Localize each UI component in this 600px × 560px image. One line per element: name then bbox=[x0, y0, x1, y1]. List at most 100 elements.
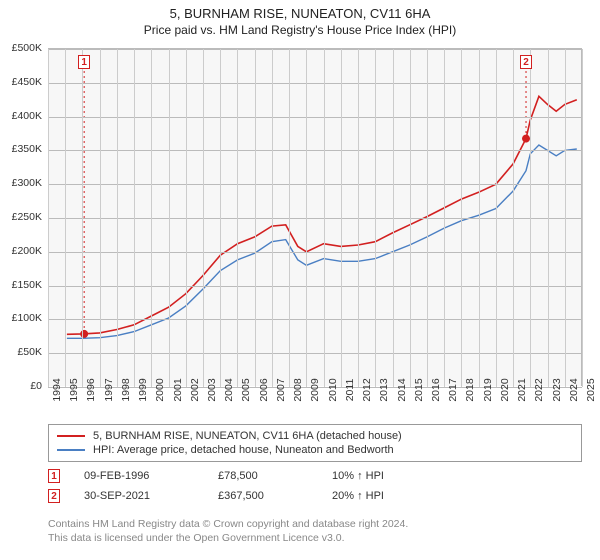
y-axis-label: £400K bbox=[0, 110, 42, 122]
y-axis-label: £250K bbox=[0, 211, 42, 223]
gridline-horizontal bbox=[48, 49, 582, 50]
x-axis-label: 2020 bbox=[499, 378, 511, 401]
x-axis-label: 2002 bbox=[189, 378, 201, 401]
footer-line: Contains HM Land Registry data © Crown c… bbox=[48, 518, 582, 532]
gridline-vertical bbox=[151, 49, 152, 387]
x-axis-label: 2010 bbox=[327, 378, 339, 401]
gridline-vertical bbox=[117, 49, 118, 387]
gridline-vertical bbox=[65, 49, 66, 387]
legend-item: HPI: Average price, detached house, Nune… bbox=[57, 443, 573, 457]
gridline-vertical bbox=[169, 49, 170, 387]
gridline-vertical bbox=[324, 49, 325, 387]
gridline-vertical bbox=[461, 49, 462, 387]
legend-label: HPI: Average price, detached house, Nune… bbox=[93, 444, 394, 456]
gridline-vertical bbox=[134, 49, 135, 387]
x-axis-label: 2024 bbox=[568, 378, 580, 401]
gridline-vertical bbox=[582, 49, 583, 387]
gridline-vertical bbox=[82, 49, 83, 387]
legend-item: 5, BURNHAM RISE, NUNEATON, CV11 6HA (det… bbox=[57, 429, 573, 443]
legend-swatch bbox=[57, 435, 85, 437]
transaction-row: 230-SEP-2021£367,50020% ↑ HPI bbox=[48, 486, 582, 506]
title-block: 5, BURNHAM RISE, NUNEATON, CV11 6HA Pric… bbox=[0, 0, 600, 39]
y-axis-label: £500K bbox=[0, 42, 42, 54]
x-axis-label: 2016 bbox=[430, 378, 442, 401]
footer-line: This data is licensed under the Open Gov… bbox=[48, 532, 582, 546]
y-axis-label: £450K bbox=[0, 76, 42, 88]
gridline-vertical bbox=[513, 49, 514, 387]
x-axis-label: 1997 bbox=[103, 378, 115, 401]
gridline-horizontal bbox=[48, 184, 582, 185]
plot-background: 12 bbox=[48, 48, 582, 386]
x-axis-label: 1999 bbox=[137, 378, 149, 401]
gridline-horizontal bbox=[48, 117, 582, 118]
gridline-vertical bbox=[237, 49, 238, 387]
x-axis-label: 1994 bbox=[51, 378, 63, 401]
x-axis-label: 2019 bbox=[482, 378, 494, 401]
marker-dot bbox=[80, 330, 88, 338]
gridline-vertical bbox=[444, 49, 445, 387]
gridline-vertical bbox=[203, 49, 204, 387]
transaction-delta: 20% ↑ HPI bbox=[332, 490, 384, 502]
gridline-vertical bbox=[496, 49, 497, 387]
marker-label: 1 bbox=[78, 55, 90, 69]
gridline-vertical bbox=[530, 49, 531, 387]
transaction-price: £78,500 bbox=[218, 470, 308, 482]
x-axis-label: 2011 bbox=[344, 379, 356, 402]
gridline-horizontal bbox=[48, 83, 582, 84]
page-subtitle: Price paid vs. HM Land Registry's House … bbox=[0, 23, 600, 37]
x-axis-label: 2022 bbox=[533, 378, 545, 401]
x-axis-label: 2013 bbox=[378, 378, 390, 401]
y-axis-label: £0 bbox=[0, 380, 42, 392]
series-line-hpi bbox=[67, 145, 577, 338]
gridline-vertical bbox=[186, 49, 187, 387]
gridline-vertical bbox=[375, 49, 376, 387]
gridline-vertical bbox=[289, 49, 290, 387]
x-axis-label: 2004 bbox=[223, 378, 235, 401]
x-axis-label: 2017 bbox=[447, 378, 459, 401]
transaction-price: £367,500 bbox=[218, 490, 308, 502]
legend: 5, BURNHAM RISE, NUNEATON, CV11 6HA (det… bbox=[48, 424, 582, 462]
gridline-vertical bbox=[48, 49, 49, 387]
chart-container: 5, BURNHAM RISE, NUNEATON, CV11 6HA Pric… bbox=[0, 0, 600, 560]
gridline-vertical bbox=[565, 49, 566, 387]
gridline-horizontal bbox=[48, 319, 582, 320]
x-axis-label: 2007 bbox=[275, 378, 287, 401]
x-axis-label: 2006 bbox=[258, 378, 270, 401]
gridline-horizontal bbox=[48, 252, 582, 253]
y-axis-label: £50K bbox=[0, 346, 42, 358]
x-axis-label: 2005 bbox=[240, 378, 252, 401]
x-axis-label: 2012 bbox=[361, 378, 373, 401]
x-axis-label: 2025 bbox=[585, 378, 597, 401]
y-axis-label: £300K bbox=[0, 177, 42, 189]
gridline-vertical bbox=[272, 49, 273, 387]
x-axis-label: 1998 bbox=[120, 378, 132, 401]
transaction-date: 09-FEB-1996 bbox=[84, 470, 194, 482]
marker-dot bbox=[522, 135, 530, 143]
x-axis-label: 1996 bbox=[85, 378, 97, 401]
gridline-vertical bbox=[393, 49, 394, 387]
transaction-marker: 1 bbox=[48, 469, 60, 483]
y-axis-label: £150K bbox=[0, 279, 42, 291]
x-axis-label: 2003 bbox=[206, 378, 218, 401]
series-line-property bbox=[67, 96, 577, 334]
page-title: 5, BURNHAM RISE, NUNEATON, CV11 6HA bbox=[0, 6, 600, 21]
gridline-vertical bbox=[410, 49, 411, 387]
gridline-vertical bbox=[427, 49, 428, 387]
gridline-horizontal bbox=[48, 353, 582, 354]
gridline-vertical bbox=[548, 49, 549, 387]
transaction-date: 30-SEP-2021 bbox=[84, 490, 194, 502]
y-axis-label: £350K bbox=[0, 143, 42, 155]
gridline-vertical bbox=[341, 49, 342, 387]
x-axis-label: 2001 bbox=[172, 378, 184, 401]
x-axis-label: 2015 bbox=[413, 378, 425, 401]
gridline-vertical bbox=[220, 49, 221, 387]
x-axis-label: 1995 bbox=[68, 378, 80, 401]
gridline-vertical bbox=[358, 49, 359, 387]
x-axis-label: 2009 bbox=[309, 378, 321, 401]
x-axis-label: 2023 bbox=[551, 378, 563, 401]
gridline-vertical bbox=[306, 49, 307, 387]
legend-label: 5, BURNHAM RISE, NUNEATON, CV11 6HA (det… bbox=[93, 430, 402, 442]
gridline-horizontal bbox=[48, 286, 582, 287]
transaction-row: 109-FEB-1996£78,50010% ↑ HPI bbox=[48, 466, 582, 486]
gridline-vertical bbox=[479, 49, 480, 387]
